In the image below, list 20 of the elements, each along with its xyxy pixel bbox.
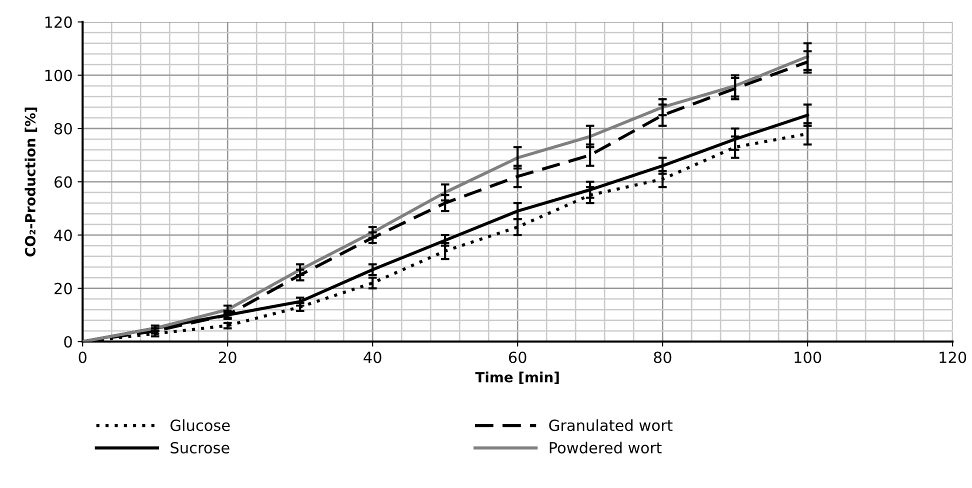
y-tick-label: 80 xyxy=(54,122,72,135)
y-tick-label: 100 xyxy=(45,70,72,82)
legend-label: Glucose xyxy=(170,419,230,432)
x-tick-label: 40 xyxy=(364,352,382,364)
legend-label: Powdered wort xyxy=(550,442,662,454)
y-axis-title: CO₂-Production [%] xyxy=(24,108,38,256)
y-tick-label: 60 xyxy=(54,176,72,188)
x-axis-title: Time [min] xyxy=(475,372,559,384)
y-tick-label: 0 xyxy=(64,336,72,348)
y-tick-label: 120 xyxy=(45,16,72,28)
x-tick-label: 0 xyxy=(78,352,86,364)
y-tick-label: 40 xyxy=(54,230,72,242)
legend-label: Sucrose xyxy=(170,442,230,454)
x-tick-label: 100 xyxy=(794,352,822,364)
legend-label: Granulated wort xyxy=(549,419,672,432)
y-tick-label: 20 xyxy=(54,282,72,294)
x-tick-label: 80 xyxy=(654,352,672,364)
x-tick-label: 60 xyxy=(508,352,526,364)
x-tick-label: 20 xyxy=(219,352,236,364)
x-tick-label: 120 xyxy=(940,352,966,364)
